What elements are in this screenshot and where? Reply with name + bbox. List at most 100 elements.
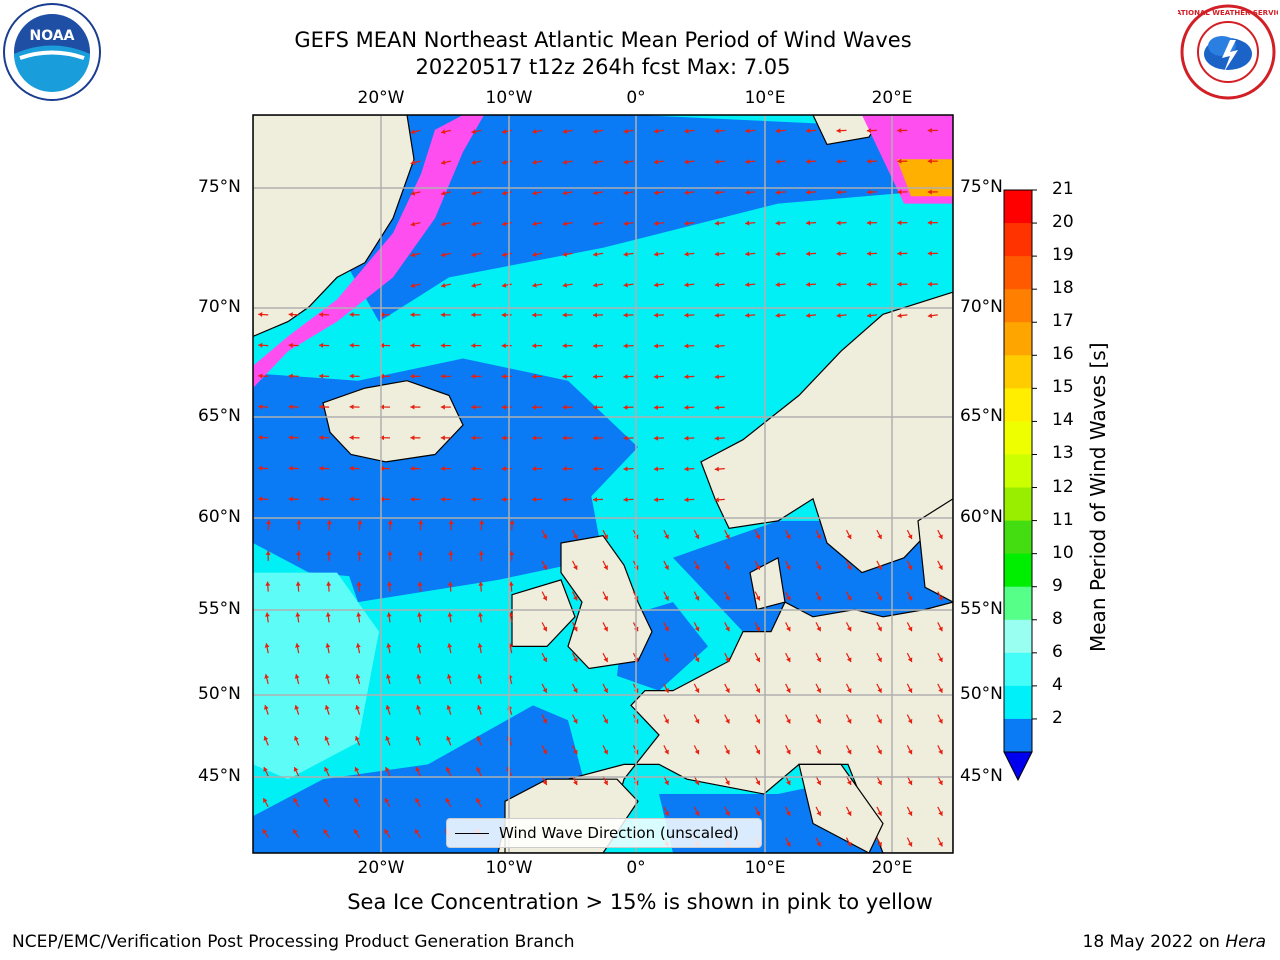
wave-direction-arrowhead — [714, 220, 720, 226]
map-frame — [252, 114, 954, 854]
colorbar-segment — [1004, 685, 1032, 720]
wave-direction-arrowhead — [562, 221, 568, 227]
wave-direction-arrowhead — [664, 626, 669, 632]
wave-direction-arrowhead — [441, 283, 446, 288]
wave-direction-arrowhead — [593, 128, 598, 134]
wave-direction-arrowhead — [293, 767, 299, 772]
wave-direction-arrowhead — [562, 404, 567, 410]
wave-direction-arrowhead — [653, 404, 659, 410]
wave-direction-arrowhead — [319, 312, 324, 318]
wave-direction-arrowhead — [603, 534, 608, 540]
wave-direction-arrowhead — [349, 373, 354, 379]
wave-direction-arrowhead — [846, 841, 852, 847]
wave-direction-arrowhead — [907, 534, 913, 540]
wave-direction-arrowhead — [562, 466, 567, 472]
wave-direction-arrowhead — [907, 626, 913, 632]
wave-direction-arrowhead — [775, 128, 780, 134]
wave-direction-arrowhead — [816, 780, 821, 786]
wave-direction-arrowhead — [938, 749, 943, 755]
wave-direction-arrowhead — [745, 312, 750, 318]
lat-tick-label-left: 65°N — [198, 406, 241, 426]
wave-direction-arrowhead — [323, 829, 328, 834]
wave-direction-arrowhead — [573, 718, 578, 724]
wave-direction-arrowhead — [532, 252, 537, 257]
wave-direction-arrowhead — [293, 829, 298, 834]
wave-direction-arrowhead — [653, 435, 659, 441]
wave-direction-arrowhead — [786, 688, 791, 693]
colorbar-segment — [1004, 388, 1032, 422]
wave-direction-arrowhead — [349, 404, 354, 410]
wave-direction-arrowhead — [264, 674, 270, 679]
wave-direction-arrowhead — [938, 626, 943, 632]
land-greenland — [253, 115, 415, 338]
wave-direction-arrowhead — [745, 282, 750, 288]
wave-direction-arrowhead — [725, 565, 730, 570]
wave-direction-arrowhead — [288, 465, 293, 471]
wave-direction-arrowhead — [938, 565, 943, 570]
wave-direction-arrowhead — [356, 550, 362, 555]
colorbar-tick-label: 2 — [1052, 707, 1063, 728]
wave-direction-arrowhead — [542, 688, 548, 693]
wave-direction-arrowhead — [907, 565, 913, 570]
wave-direction-arrowhead — [326, 520, 332, 525]
wave-direction-arrowhead — [877, 811, 882, 816]
wave-direction-arrowhead — [471, 373, 476, 379]
wave-direction-arrowhead — [623, 374, 628, 380]
wave-direction-arrowhead — [846, 811, 852, 816]
wave-direction-arrowhead — [356, 612, 362, 617]
wave-direction-arrowhead — [786, 657, 791, 663]
wave-direction-arrowhead — [653, 466, 659, 472]
map-layers — [253, 115, 953, 853]
wave-direction-arrowhead — [387, 581, 393, 586]
wave-direction-arrowhead — [532, 190, 537, 196]
colorbar-tick-label: 4 — [1052, 674, 1063, 695]
wave-direction-arrowhead — [623, 190, 628, 196]
wave-direction-arrowhead — [532, 312, 537, 318]
wave-direction-arrowhead — [897, 128, 902, 134]
wave-direction-arrowhead — [384, 798, 390, 803]
wave-direction-arrowhead — [806, 251, 811, 257]
wave-direction-arrowhead — [877, 657, 882, 663]
lon-tick-label-top: 20°W — [357, 88, 405, 108]
lon-tick-label-bottom: 20°E — [871, 858, 913, 878]
wave-direction-arrowhead — [603, 780, 608, 786]
wave-direction-arrowhead — [349, 465, 354, 471]
wave-direction-arrowhead — [532, 466, 537, 472]
wave-direction-arrowhead — [417, 612, 423, 617]
wave-direction-arrowhead — [448, 550, 454, 555]
wave-direction-arrowhead — [745, 251, 750, 257]
wave-direction-arrowhead — [907, 595, 913, 601]
wave-direction-arrowhead — [877, 565, 882, 570]
wave-direction-arrowhead — [755, 565, 761, 570]
wave-direction-arrowhead — [258, 435, 263, 441]
wave-direction-arrowhead — [694, 749, 700, 755]
wave-direction-arrowhead — [501, 435, 506, 441]
wave-direction-arrowhead — [806, 159, 811, 165]
wave-direction-arrowhead — [593, 466, 598, 472]
lat-tick-label-left: 60°N — [198, 507, 241, 527]
wave-direction-arrowhead — [532, 343, 537, 349]
wave-direction-arrowhead — [877, 626, 882, 632]
wave-direction-arrowhead — [775, 189, 780, 195]
wave-direction-arrowhead — [907, 657, 913, 663]
wave-direction-arrowhead — [471, 282, 476, 288]
wave-direction-arrowhead — [410, 404, 415, 410]
wave-direction-arrowhead — [416, 705, 421, 710]
wave-direction-arrowhead — [501, 190, 507, 196]
wave-direction-arrowhead — [623, 312, 628, 318]
wave-direction-arrowhead — [866, 189, 872, 195]
wave-direction-arrowhead — [410, 190, 416, 196]
wave-direction-arrowhead — [694, 595, 700, 601]
wave-direction-arrowhead — [542, 565, 548, 570]
wave-direction-arrowhead — [509, 550, 515, 555]
wave-direction-arrowhead — [379, 435, 385, 441]
wave-direction-arrowhead — [816, 749, 821, 755]
wave-direction-arrowhead — [938, 780, 943, 786]
wave-direction-arrowhead — [379, 342, 385, 348]
colorbar-segment — [1004, 289, 1032, 323]
sea-ice-note: Sea Ice Concentration > 15% is shown in … — [347, 890, 933, 914]
wave-direction-arrowhead — [816, 688, 821, 693]
colorbar-tick-label: 21 — [1052, 179, 1074, 199]
generation-date: 18 May 2022 on Hera — [1083, 932, 1267, 952]
wave-direction-arrowhead — [775, 251, 780, 257]
